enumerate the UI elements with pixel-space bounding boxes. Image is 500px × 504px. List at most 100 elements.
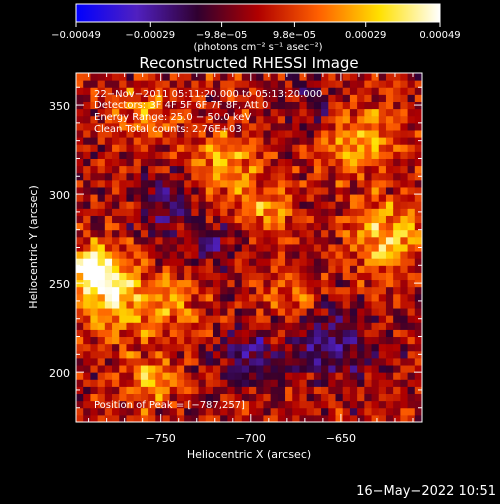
heatmap-cell bbox=[126, 329, 135, 338]
heatmap-cell bbox=[198, 293, 207, 302]
heatmap-cell bbox=[198, 379, 207, 387]
heatmap-cell bbox=[256, 222, 264, 231]
heatmap-cell bbox=[205, 222, 214, 231]
heatmap-cell bbox=[220, 73, 228, 81]
heatmap-cell bbox=[112, 165, 120, 174]
heatmap-cell bbox=[191, 300, 200, 309]
heatmap-cell bbox=[371, 115, 380, 124]
heatmap-cell bbox=[256, 122, 264, 131]
heatmap-cell bbox=[76, 73, 84, 81]
heatmap-cell bbox=[227, 365, 236, 373]
heatmap-cell bbox=[292, 243, 300, 252]
heatmap-cell bbox=[241, 365, 250, 373]
heatmap-cell bbox=[335, 293, 344, 302]
heatmap-cell bbox=[119, 279, 127, 288]
heatmap-cell bbox=[90, 300, 99, 309]
heatmap-cell bbox=[119, 315, 127, 323]
heatmap-cell bbox=[241, 108, 250, 117]
heatmap-cell bbox=[220, 300, 228, 309]
heatmap-cell bbox=[292, 115, 300, 124]
heatmap-cell bbox=[76, 336, 84, 345]
heatmap-cell bbox=[270, 286, 279, 295]
heatmap-cell bbox=[155, 236, 163, 245]
heatmap-cell bbox=[176, 379, 185, 387]
heatmap-cell bbox=[371, 243, 380, 252]
heatmap-cell bbox=[97, 165, 106, 174]
heatmap-cell bbox=[378, 343, 387, 352]
heatmap-cell bbox=[205, 400, 214, 409]
heatmap-cell bbox=[371, 308, 380, 316]
heatmap-cell bbox=[97, 407, 106, 416]
heatmap-cell bbox=[270, 336, 279, 345]
heatmap-cell bbox=[321, 279, 329, 288]
heatmap-cell bbox=[321, 329, 329, 338]
heatmap-cell bbox=[148, 80, 156, 88]
heatmap-cell bbox=[393, 165, 401, 174]
heatmap-cell bbox=[227, 179, 236, 188]
x-tick-label: −650 bbox=[326, 432, 356, 445]
heatmap-cell bbox=[256, 357, 264, 366]
heatmap-cell bbox=[119, 300, 127, 309]
heatmap-cell bbox=[378, 122, 387, 131]
heatmap-cell bbox=[155, 222, 163, 231]
heatmap-cell bbox=[119, 293, 127, 302]
heatmap-cell bbox=[364, 179, 373, 188]
heatmap-cell bbox=[364, 186, 373, 195]
heatmap-cell bbox=[155, 407, 163, 416]
heatmap-cell bbox=[306, 115, 315, 124]
heatmap-cell bbox=[400, 122, 409, 131]
heatmap-cell bbox=[169, 73, 178, 81]
heatmap-cell bbox=[414, 158, 422, 167]
heatmap-cell bbox=[104, 272, 113, 281]
heatmap-cell bbox=[292, 94, 300, 102]
heatmap-cell bbox=[342, 279, 351, 288]
heatmap-cell bbox=[169, 343, 178, 352]
heatmap-cell bbox=[83, 222, 91, 231]
heatmap-cell bbox=[357, 137, 365, 145]
heatmap-cell bbox=[263, 357, 272, 366]
heatmap-cell bbox=[104, 322, 113, 330]
heatmap-cell bbox=[299, 208, 308, 216]
heatmap-cell bbox=[292, 386, 300, 395]
heatmap-cell bbox=[220, 315, 228, 323]
heatmap-cell bbox=[104, 137, 113, 145]
heatmap-cell bbox=[357, 208, 365, 216]
heatmap-cell bbox=[270, 73, 279, 81]
heatmap-cell bbox=[414, 272, 422, 281]
heatmap-cell bbox=[400, 201, 409, 209]
heatmap-cell bbox=[212, 322, 221, 330]
heatmap-cell bbox=[205, 144, 214, 152]
heatmap-cell bbox=[270, 265, 279, 273]
heatmap-cell bbox=[191, 315, 200, 323]
heatmap-cell bbox=[191, 365, 200, 373]
heatmap-cell bbox=[400, 137, 409, 145]
heatmap-cell bbox=[342, 308, 351, 316]
heatmap-cell bbox=[234, 236, 243, 245]
heatmap-cell bbox=[126, 94, 135, 102]
heatmap-cell bbox=[357, 258, 365, 266]
heatmap-cell bbox=[234, 151, 243, 159]
heatmap-cell bbox=[119, 179, 127, 188]
heatmap-cell bbox=[76, 179, 84, 188]
heatmap-cell bbox=[349, 329, 358, 338]
heatmap-cell bbox=[234, 73, 243, 81]
heatmap-cell bbox=[313, 265, 322, 273]
heatmap-cell bbox=[227, 229, 236, 238]
heatmap-cell bbox=[126, 137, 135, 145]
heatmap-cell bbox=[220, 379, 228, 387]
heatmap-cell bbox=[205, 386, 214, 395]
heatmap-cell bbox=[342, 286, 351, 295]
heatmap-cell bbox=[119, 94, 127, 102]
heatmap-cell bbox=[414, 265, 422, 273]
heatmap-cell bbox=[321, 108, 329, 117]
heatmap-cell bbox=[299, 407, 308, 416]
heatmap-cell bbox=[205, 80, 214, 88]
heatmap-cell bbox=[313, 286, 322, 295]
heatmap-cell bbox=[270, 272, 279, 281]
heatmap-cell bbox=[256, 101, 264, 110]
heatmap-cell bbox=[227, 393, 236, 402]
heatmap-cell bbox=[342, 101, 351, 110]
heatmap-cell bbox=[112, 108, 120, 117]
heatmap-cell bbox=[306, 279, 315, 288]
heatmap-cell bbox=[256, 80, 264, 88]
